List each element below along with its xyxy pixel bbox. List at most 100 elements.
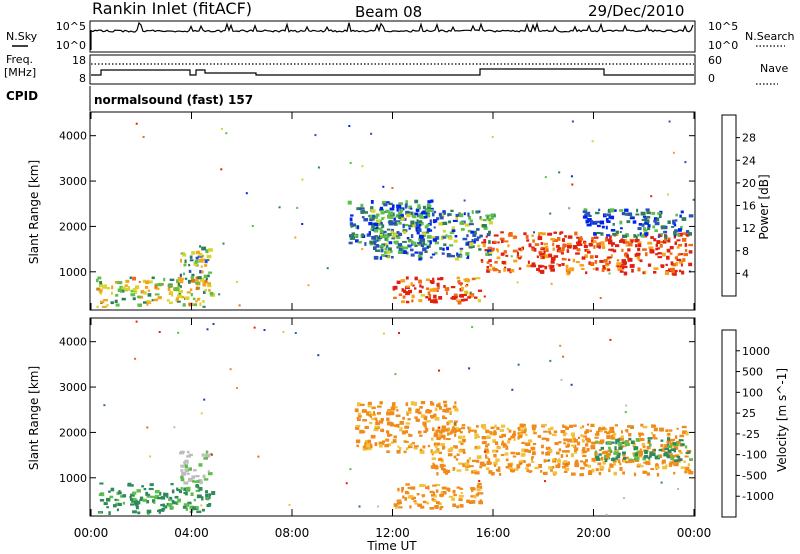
echo-cell	[433, 464, 438, 468]
echo-cell	[437, 442, 441, 446]
echo-cell	[417, 242, 422, 245]
echo-cell	[572, 245, 578, 249]
echo-cell	[585, 459, 588, 463]
colorbar-tick-label: -500	[742, 469, 767, 482]
echo-cell	[374, 228, 379, 233]
echo-cell	[667, 432, 671, 436]
echo-cell	[545, 248, 549, 253]
echo-cell	[640, 211, 646, 216]
echo-cell	[479, 492, 484, 495]
echo-cell	[435, 489, 439, 493]
echo-cell	[644, 232, 649, 236]
echo-cell	[630, 440, 635, 444]
echo-cell	[621, 441, 625, 445]
echo-cell	[506, 445, 509, 449]
echo-cell	[405, 422, 411, 425]
echo-cell	[425, 231, 430, 234]
echo-cell	[510, 435, 516, 439]
echo-cell	[586, 439, 591, 443]
echo-cell	[386, 201, 390, 204]
echo-cell	[538, 270, 541, 273]
echo-cell	[171, 293, 174, 297]
echo-cell	[99, 482, 104, 485]
echo-cell	[141, 485, 145, 488]
echo-cell	[642, 271, 645, 274]
echo-cell	[206, 328, 209, 331]
echo-cell	[627, 242, 633, 247]
echo-cell	[537, 435, 542, 438]
echo-cell	[449, 244, 454, 247]
echo-cell	[465, 242, 470, 246]
echo-cell	[625, 443, 630, 447]
echo-cell	[565, 450, 570, 453]
echo-cell	[379, 230, 384, 234]
echo-cell	[675, 261, 678, 266]
echo-cell	[670, 438, 675, 441]
echo-cell	[432, 462, 435, 467]
echo-cell	[422, 238, 425, 241]
echo-cell	[643, 461, 649, 464]
echo-cell	[682, 431, 687, 435]
echo-cell	[153, 501, 156, 504]
echo-cell	[443, 404, 448, 408]
echo-cell	[146, 426, 149, 429]
echo-cell	[373, 411, 375, 415]
nsky-panel	[89, 20, 696, 53]
echo-cell	[670, 267, 675, 272]
echo-cell	[366, 442, 370, 447]
echo-cell	[650, 249, 654, 253]
echo-cell	[423, 430, 427, 434]
echo-cell	[178, 490, 182, 494]
echo-cell	[434, 444, 438, 448]
echo-cell	[483, 239, 487, 243]
echo-cell	[653, 271, 657, 274]
echo-cell	[436, 403, 440, 408]
echo-cell	[642, 248, 647, 251]
echo-cell	[426, 245, 429, 249]
echo-cell	[201, 496, 204, 499]
echo-cell	[621, 212, 626, 216]
echo-cell	[565, 264, 569, 269]
echo-cell	[489, 431, 493, 435]
echo-cell	[476, 228, 480, 231]
echo-cell	[208, 248, 213, 252]
echo-cell	[114, 299, 118, 303]
echo-cell	[140, 290, 145, 293]
echo-cell	[147, 289, 151, 292]
echo-cell	[623, 497, 625, 500]
echo-cell	[197, 255, 203, 258]
echo-cell	[98, 288, 103, 293]
echo-cell	[459, 213, 464, 218]
echo-cell	[510, 469, 515, 473]
echo-cell	[650, 431, 653, 435]
echo-cell	[477, 289, 483, 292]
echo-cell	[397, 211, 401, 215]
echo-cell	[558, 448, 562, 452]
velocity-echoes	[98, 320, 694, 516]
echo-cell	[433, 442, 439, 447]
echo-cell	[619, 270, 624, 273]
echo-cell	[179, 279, 184, 284]
echo-cell	[658, 448, 663, 452]
echo-cell	[183, 272, 186, 276]
echo-cell	[625, 456, 629, 460]
echo-cell	[482, 244, 486, 248]
echo-cell	[490, 217, 494, 220]
echo-cell	[591, 240, 594, 243]
echo-cell	[380, 221, 383, 225]
echo-cell	[439, 213, 445, 217]
echo-cell	[175, 297, 179, 302]
echo-cell	[595, 455, 600, 458]
echo-cell	[391, 212, 395, 216]
echo-cell	[380, 428, 385, 433]
echo-cell	[416, 493, 420, 496]
echo-cell	[483, 226, 488, 230]
echo-cell	[649, 451, 654, 456]
echo-cell	[146, 299, 151, 304]
echo-cell	[436, 472, 439, 476]
echo-cell	[414, 287, 417, 290]
echo-cell	[479, 216, 482, 220]
power-ylabel: Slant Range [km]	[27, 160, 41, 264]
echo-cell	[412, 284, 415, 287]
echo-cell	[400, 279, 406, 283]
